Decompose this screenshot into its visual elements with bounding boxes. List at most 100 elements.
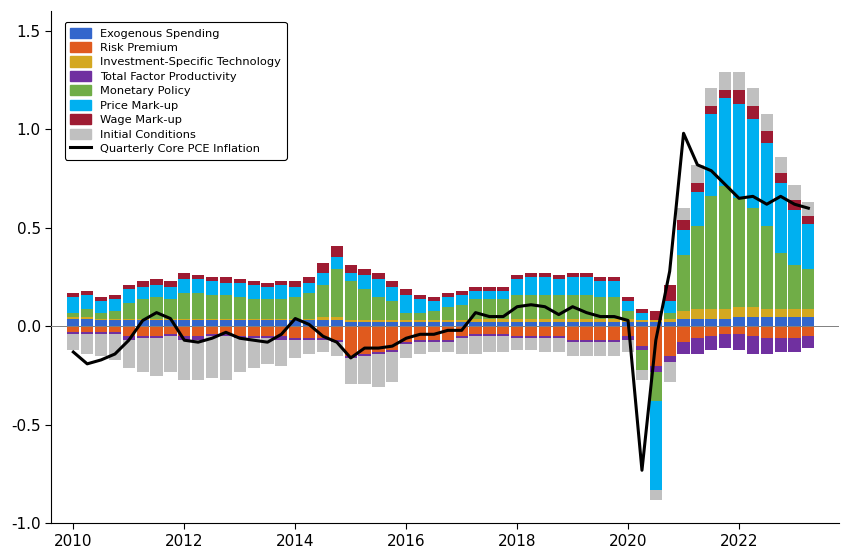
Bar	[469, 334, 482, 336]
Bar	[594, 342, 606, 356]
Bar	[234, 336, 246, 338]
Bar	[456, 291, 468, 295]
Bar	[733, 90, 745, 104]
Bar	[484, 334, 496, 336]
Bar	[150, 279, 162, 285]
Legend: Exogenous Spending, Risk Premium, Investment-Specific Technology, Total Factor P: Exogenous Spending, Risk Premium, Invest…	[65, 22, 286, 160]
Bar	[122, 303, 135, 319]
Bar	[733, 72, 745, 90]
Bar	[234, 297, 246, 319]
Bar	[414, 340, 426, 342]
Bar	[247, 319, 260, 320]
Bar	[511, 338, 524, 350]
Bar	[275, 320, 287, 326]
Bar	[81, 334, 94, 354]
Bar	[677, 230, 689, 255]
Bar	[719, 334, 731, 348]
Bar	[761, 114, 773, 131]
Bar	[774, 157, 787, 172]
Bar	[234, 338, 246, 372]
Bar	[497, 319, 509, 323]
Bar	[386, 320, 399, 323]
Bar	[206, 319, 218, 320]
Bar	[109, 332, 121, 334]
Bar	[95, 320, 107, 326]
Bar	[719, 319, 731, 326]
Bar	[774, 316, 787, 326]
Bar	[747, 316, 759, 326]
Bar	[539, 338, 551, 352]
Bar	[344, 273, 357, 281]
Bar	[192, 320, 204, 326]
Bar	[552, 323, 565, 326]
Bar	[649, 320, 662, 323]
Bar	[469, 336, 482, 354]
Bar	[636, 312, 648, 320]
Bar	[234, 279, 246, 283]
Bar	[289, 281, 302, 287]
Bar	[761, 143, 773, 226]
Bar	[247, 338, 260, 368]
Bar	[67, 319, 79, 326]
Bar	[400, 342, 412, 344]
Bar	[414, 320, 426, 323]
Bar	[428, 342, 440, 352]
Bar	[706, 114, 717, 197]
Bar	[636, 326, 648, 346]
Bar	[594, 326, 606, 340]
Bar	[67, 326, 79, 332]
Bar	[359, 275, 371, 289]
Bar	[706, 197, 717, 309]
Bar	[220, 336, 232, 380]
Bar	[414, 323, 426, 326]
Bar	[677, 220, 689, 230]
Bar	[386, 326, 399, 350]
Bar	[275, 299, 287, 319]
Bar	[372, 323, 384, 326]
Bar	[289, 287, 302, 297]
Bar	[137, 336, 149, 338]
Bar	[317, 285, 329, 316]
Bar	[386, 281, 399, 287]
Bar	[719, 186, 731, 309]
Bar	[247, 320, 260, 326]
Bar	[456, 326, 468, 336]
Bar	[664, 319, 676, 323]
Bar	[594, 277, 606, 281]
Bar	[594, 319, 606, 323]
Bar	[289, 297, 302, 319]
Bar	[747, 307, 759, 316]
Bar	[275, 281, 287, 285]
Bar	[247, 299, 260, 319]
Bar	[484, 299, 496, 319]
Bar	[733, 316, 745, 326]
Bar	[566, 277, 579, 295]
Bar	[331, 269, 343, 316]
Bar	[344, 326, 357, 356]
Bar	[469, 287, 482, 291]
Bar	[774, 172, 787, 183]
Bar	[552, 275, 565, 279]
Bar	[622, 340, 634, 352]
Bar	[414, 312, 426, 320]
Bar	[317, 316, 329, 320]
Bar	[122, 326, 135, 336]
Bar	[649, 323, 662, 326]
Bar	[344, 265, 357, 273]
Bar	[636, 370, 648, 380]
Bar	[539, 319, 551, 323]
Bar	[372, 352, 384, 354]
Bar	[469, 323, 482, 326]
Bar	[428, 311, 440, 320]
Bar	[81, 295, 94, 309]
Bar	[428, 323, 440, 326]
Bar	[747, 326, 759, 336]
Bar	[733, 198, 745, 307]
Bar	[706, 309, 717, 319]
Bar	[552, 338, 565, 352]
Bar	[359, 269, 371, 275]
Bar	[164, 299, 177, 319]
Bar	[95, 326, 107, 332]
Bar	[484, 319, 496, 323]
Bar	[137, 338, 149, 372]
